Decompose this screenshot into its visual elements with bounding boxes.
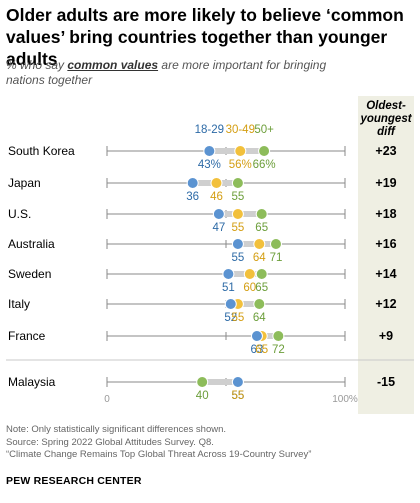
axis-label-end: 100% [332, 394, 358, 405]
data-dot [231, 376, 244, 388]
data-dot [272, 330, 285, 342]
value-label: 55 [232, 191, 245, 203]
country-label: South Korea [8, 144, 75, 158]
data-dot [231, 208, 244, 220]
legend-label: 30-49 [226, 124, 255, 136]
axis-label-start: 0 [104, 394, 110, 405]
country-label: U.S. [8, 207, 31, 221]
value-label: 55 [232, 222, 245, 234]
value-label: 46 [210, 191, 223, 203]
value-label: 65 [255, 344, 268, 356]
country-label: Japan [8, 176, 41, 190]
diff-value: -15 [377, 375, 395, 389]
legend-label: 18-29 [195, 124, 224, 136]
diff-value: +23 [375, 144, 396, 158]
country-label: Italy [8, 297, 30, 311]
value-label: 64 [253, 312, 266, 324]
value-label: 36 [186, 191, 199, 203]
data-dot [255, 208, 268, 220]
data-dot [222, 268, 235, 280]
diff-value: +14 [375, 267, 396, 281]
country-label: Malaysia [8, 375, 56, 389]
value-label: 55 [232, 390, 245, 402]
value-label: 52 [224, 312, 237, 324]
value-label: 55 [232, 312, 245, 324]
country-label: Australia [8, 237, 55, 251]
value-label: 64 [253, 252, 266, 264]
value-label: 72 [272, 344, 285, 356]
value-label: 43% [198, 159, 221, 171]
subtitle-keyword: common values [67, 58, 159, 72]
value-label: 40 [196, 390, 209, 402]
value-label: 56% [229, 159, 252, 171]
note-line: Note: Only statistically significant dif… [6, 424, 227, 435]
diff-column-background [358, 96, 414, 414]
data-dot [210, 177, 223, 189]
notes: Note: Only statistically significant dif… [6, 424, 406, 462]
subtitle-suffix: are more important for bringing nations … [6, 58, 327, 87]
range-bar [202, 379, 238, 385]
diff-value: +19 [375, 176, 396, 190]
source-line: Source: Spring 2022 Global Attitudes Sur… [6, 436, 214, 448]
chart-title: Older adults are more likely to believe … [6, 5, 404, 69]
data-dot [234, 145, 247, 157]
dot-plot: 18-29 30-49 50+ South Korea 43% 56% 66% +23 Japa… [6, 124, 414, 405]
value-label: 65 [255, 222, 268, 234]
data-dot [224, 298, 237, 310]
country-label: Sweden [8, 267, 51, 281]
value-label: 51 [222, 282, 235, 294]
report-line: “Climate Change Remains Top Global Threa… [6, 449, 312, 460]
value-label: 55 [232, 252, 245, 264]
diff-column-header: Oldest-youngest diff [360, 100, 412, 138]
data-dot [258, 145, 271, 157]
value-label: 47 [212, 222, 225, 234]
data-dot [212, 208, 225, 220]
data-dot [231, 177, 244, 189]
subtitle-prefix: % who say [6, 58, 68, 72]
chart-subtitle: % who say common values are more importa… [6, 58, 346, 88]
data-dot [253, 238, 266, 250]
data-dot [203, 145, 216, 157]
value-label: 71 [270, 252, 283, 264]
source-organization: PEW RESEARCH CENTER [6, 475, 142, 487]
legend-label: 50+ [254, 124, 274, 136]
value-label: 60 [243, 282, 256, 294]
diff-value: +12 [375, 297, 396, 311]
diff-value: +16 [375, 237, 396, 251]
range-bar [230, 301, 260, 307]
data-dot [186, 177, 199, 189]
diff-value: +18 [375, 207, 396, 221]
value-label: 63 [251, 344, 264, 356]
value-label: 65 [255, 282, 268, 294]
value-label: 66% [253, 159, 276, 171]
country-label: France [8, 329, 46, 343]
data-dot [231, 238, 244, 250]
data-dot [269, 238, 282, 250]
data-dot [196, 376, 209, 388]
data-dot [255, 268, 268, 280]
data-dot [243, 268, 256, 280]
diff-value: +9 [379, 329, 393, 343]
value-label: 55 [232, 390, 245, 402]
data-dot [253, 298, 266, 310]
data-dot [250, 330, 263, 342]
